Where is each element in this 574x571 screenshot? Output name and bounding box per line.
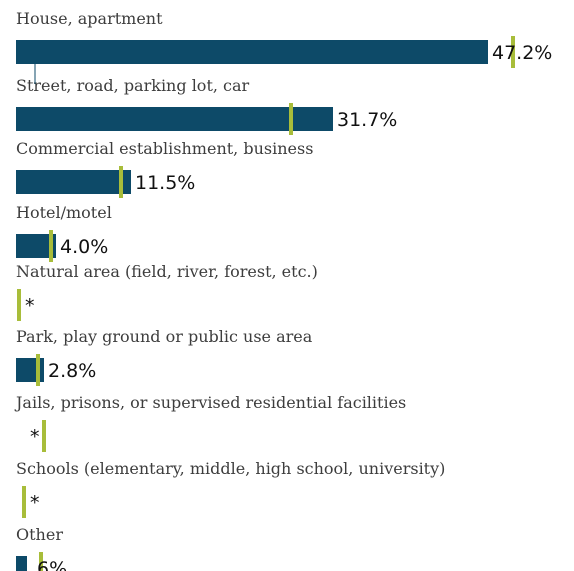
marker-schools-elementary-middle-high-school-university <box>22 486 26 518</box>
marker-hotel-motel <box>49 230 53 262</box>
category-label-jails-prisons-or-supervised-residential-facilities: Jails, prisons, or supervised residentia… <box>14 393 406 412</box>
bar-house-apartment <box>16 40 488 64</box>
marker-house-apartment <box>511 36 515 68</box>
marker-park-play-ground-or-public-use-area <box>36 354 40 386</box>
value-label-schools-elementary-middle-high-school-university: * <box>30 492 40 514</box>
category-label-house-apartment: House, apartment <box>16 9 163 28</box>
category-label-hotel-motel: Hotel/motel <box>16 203 112 222</box>
category-label-schools-elementary-middle-high-school-university: Schools (elementary, middle, high school… <box>16 459 445 478</box>
marker-jails-prisons-or-supervised-residential-facilities <box>42 420 46 452</box>
bar-other <box>16 556 27 571</box>
value-label-natural-area-field-river-forest-etc: * <box>25 295 35 317</box>
value-label-park-play-ground-or-public-use-area: 2.8% <box>48 360 96 382</box>
value-label-hotel-motel: 4.0% <box>60 236 108 258</box>
value-label-street-road-parking-lot-car: 31.7% <box>337 109 397 131</box>
marker-natural-area-field-river-forest-etc <box>17 289 21 321</box>
category-label-other: Other <box>16 525 63 544</box>
category-label-park-play-ground-or-public-use-area: Park, play ground or public use area <box>16 327 313 346</box>
marker-other <box>39 552 43 571</box>
value-label-jails-prisons-or-supervised-residential-facilities: * <box>30 426 40 448</box>
value-label-other: .6% <box>31 558 67 571</box>
bar-street-road-parking-lot-car <box>16 107 333 131</box>
marker-street-road-parking-lot-car <box>289 103 293 135</box>
value-label-house-apartment: 47.2% <box>492 42 552 64</box>
value-label-commercial-establishment-business: 11.5% <box>135 172 195 194</box>
category-label-natural-area-field-river-forest-etc: Natural area (field, river, forest, etc.… <box>16 262 318 281</box>
bar-commercial-establishment-business <box>16 170 131 194</box>
category-label-street-road-parking-lot-car: Street, road, parking lot, car <box>16 76 250 95</box>
marker-commercial-establishment-business <box>119 166 123 198</box>
category-label-commercial-establishment-business: Commercial establishment, business <box>16 139 313 158</box>
